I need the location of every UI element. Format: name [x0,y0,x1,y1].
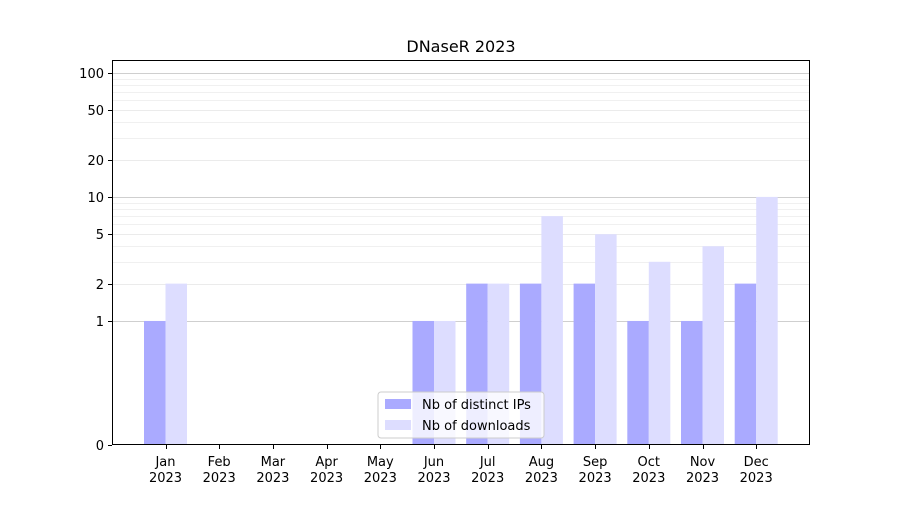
x-tick-label-month: Aug [529,455,554,470]
x-tick-label-year: 2023 [310,471,343,486]
x-tick-label-year: 2023 [149,471,182,486]
bar-downloads [648,261,671,445]
y-tick-label: 20 [87,154,104,169]
legend: Nb of distinct IPs Nb of downloads [377,391,545,439]
x-tick-label-year: 2023 [525,471,558,486]
y-tick-label: 5 [96,228,104,243]
x-tick-label-month: Apr [315,455,338,470]
bar-downloads [756,196,778,445]
legend-frame [377,391,545,439]
x-tick-label-year: 2023 [364,471,397,486]
chart-title: DNaseR 2023 [406,37,515,56]
y-tick-label: 100 [79,67,104,82]
y-tick-label: 50 [87,104,104,119]
y-tick-label: 1 [96,315,104,330]
x-tick-label-year: 2023 [203,471,236,486]
y-tick-label: 2 [96,278,104,293]
legend-label-downloads: Nb of downloads [422,419,531,434]
x-tick-label-month: Sep [583,455,608,470]
x-tick-label-month: May [367,455,394,470]
x-tick-label-year: 2023 [686,471,719,486]
x-tick-label-month: Mar [261,455,286,470]
x-tick-label-month: Oct [638,455,660,470]
x-tick-label-year: 2023 [632,471,665,486]
bar-downloads [541,216,563,445]
x-tick-label-month: Jun [423,455,444,470]
legend-label-ips: Nb of distinct IPs [422,398,531,413]
y-axis: 0 1 2 5 10 20 50 100 [79,67,112,454]
x-tick-label-year: 2023 [740,471,773,486]
x-tick-label-month: Jul [479,455,496,470]
bar-distinct-ips [144,320,166,445]
bar-downloads [595,234,617,445]
bar-downloads [165,283,187,445]
bar-distinct-ips [627,320,649,445]
bar-distinct-ips [734,283,757,445]
bar-distinct-ips [573,283,596,445]
y-tick-label: 10 [87,191,104,206]
x-tick-label-year: 2023 [417,471,450,486]
y-tick-label: 0 [96,439,104,454]
x-tick-label-year: 2023 [256,471,289,486]
legend-swatch-downloads [385,420,411,430]
x-tick-label-month: Jan [154,455,175,470]
x-tick-label-year: 2023 [471,471,504,486]
legend-swatch-ips [385,399,411,409]
x-tick-label-month: Nov [690,455,716,470]
bar-distinct-ips [681,320,703,445]
x-tick-label-year: 2023 [579,471,612,486]
x-tick-label-month: Dec [744,455,769,470]
plot-frame [112,60,810,445]
bar-downloads [702,246,724,445]
x-tick-label-month: Feb [208,455,231,470]
x-axis: Jan2023Feb2023Mar2023Apr2023May2023Jun20… [149,445,773,486]
